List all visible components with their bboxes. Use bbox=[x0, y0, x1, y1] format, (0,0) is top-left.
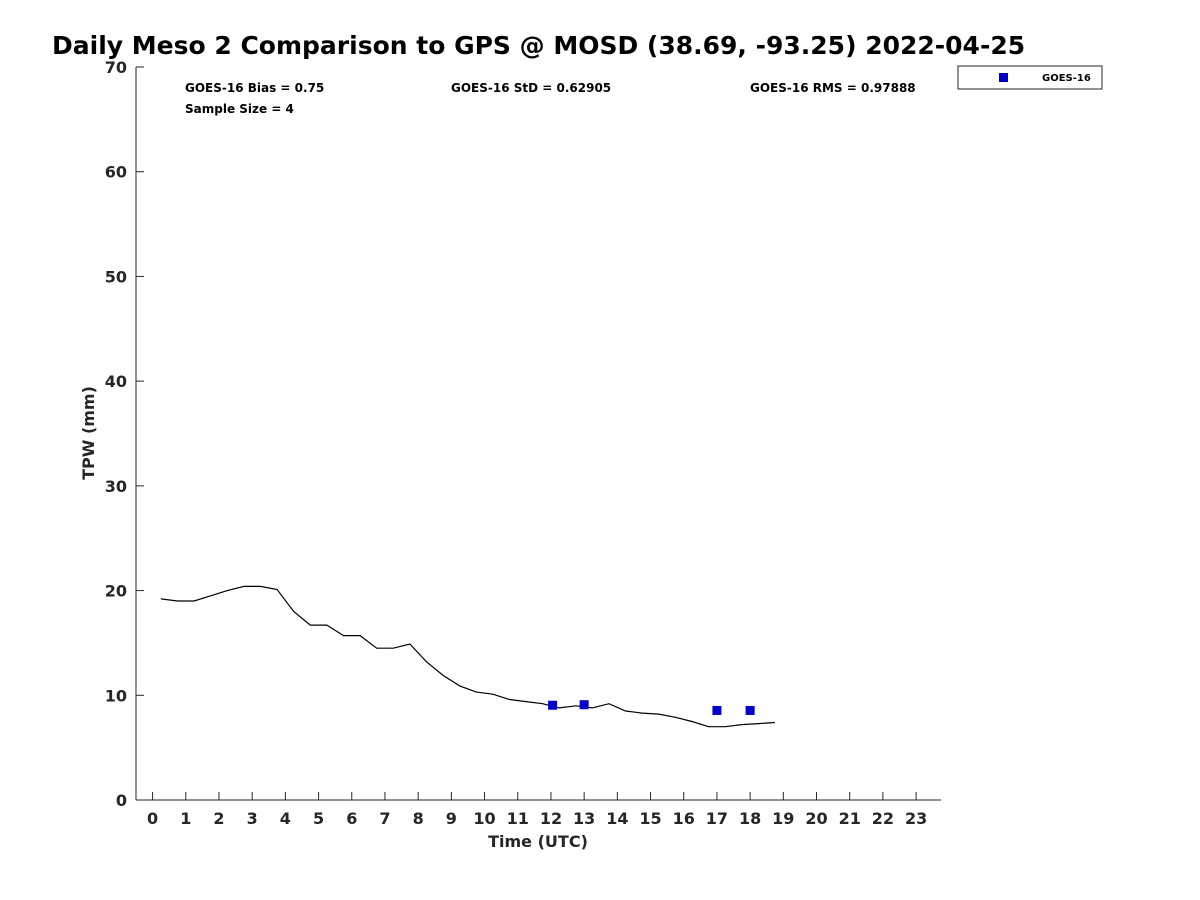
y-tick-label: 30 bbox=[105, 477, 127, 496]
y-tick-label: 60 bbox=[105, 163, 127, 182]
gps-tpw-line bbox=[160, 585, 776, 728]
x-tick-label: 12 bbox=[540, 809, 562, 828]
stat-std: GOES-16 StD = 0.62905 bbox=[451, 81, 611, 95]
x-tick-label: 16 bbox=[673, 809, 695, 828]
x-tick-label: 21 bbox=[839, 809, 861, 828]
x-tick-label: 6 bbox=[346, 809, 357, 828]
x-tick-label: 8 bbox=[413, 809, 424, 828]
x-tick-label: 10 bbox=[473, 809, 495, 828]
y-tick-label: 10 bbox=[105, 686, 127, 705]
gps-reference-line bbox=[160, 585, 776, 728]
legend-label-goes16: GOES-16 bbox=[1042, 73, 1091, 84]
y-tick-label: 0 bbox=[116, 791, 127, 810]
x-tick-label: 7 bbox=[379, 809, 390, 828]
x-tick-label: 13 bbox=[573, 809, 595, 828]
y-ticks: 0 10 20 30 40 50 60 70 bbox=[105, 58, 144, 810]
x-tick-label: 15 bbox=[639, 809, 661, 828]
x-tick-label: 0 bbox=[147, 809, 158, 828]
x-ticks: 0 1 2 3 4 5 6 7 8 9 10 11 12 13 14 15 16 17 18 19 20 21 22 23 bbox=[147, 792, 927, 828]
y-tick-label: 70 bbox=[105, 58, 127, 77]
y-axis-label: TPW (mm) bbox=[79, 386, 98, 480]
goes16-point bbox=[548, 700, 558, 710]
y-tick-label: 20 bbox=[105, 582, 127, 601]
legend-box bbox=[957, 65, 1103, 90]
chart-title: Daily Meso 2 Comparison to GPS @ MOSD (3… bbox=[52, 31, 1025, 60]
legend: GOES-16 bbox=[957, 65, 1103, 90]
x-tick-label: 3 bbox=[247, 809, 258, 828]
goes16-points bbox=[548, 700, 755, 715]
x-tick-label: 20 bbox=[805, 809, 827, 828]
y-tick-label: 50 bbox=[105, 267, 127, 286]
stat-sample-size: Sample Size = 4 bbox=[185, 102, 294, 116]
goes16-point bbox=[745, 705, 755, 715]
x-tick-label: 4 bbox=[280, 809, 291, 828]
x-tick-label: 18 bbox=[739, 809, 761, 828]
x-tick-label: 17 bbox=[706, 809, 728, 828]
x-tick-label: 2 bbox=[213, 809, 224, 828]
stat-bias: GOES-16 Bias = 0.75 bbox=[185, 81, 324, 95]
x-tick-label: 19 bbox=[772, 809, 794, 828]
y-tick-label: 40 bbox=[105, 372, 127, 391]
goes16-point bbox=[712, 705, 722, 715]
x-tick-label: 1 bbox=[180, 809, 191, 828]
goes16-point bbox=[579, 700, 589, 710]
x-tick-label: 5 bbox=[313, 809, 324, 828]
x-axis-label: Time (UTC) bbox=[488, 832, 588, 851]
plot-axes bbox=[135, 67, 941, 801]
x-tick-label: 11 bbox=[507, 809, 529, 828]
x-tick-label: 14 bbox=[606, 809, 628, 828]
x-tick-label: 23 bbox=[905, 809, 927, 828]
legend-marker-goes16 bbox=[999, 73, 1008, 82]
stats-annotations: GOES-16 Bias = 0.75 GOES-16 StD = 0.6290… bbox=[185, 81, 916, 116]
x-tick-label: 9 bbox=[446, 809, 457, 828]
x-tick-label: 22 bbox=[872, 809, 894, 828]
stat-rms: GOES-16 RMS = 0.97888 bbox=[750, 81, 916, 95]
